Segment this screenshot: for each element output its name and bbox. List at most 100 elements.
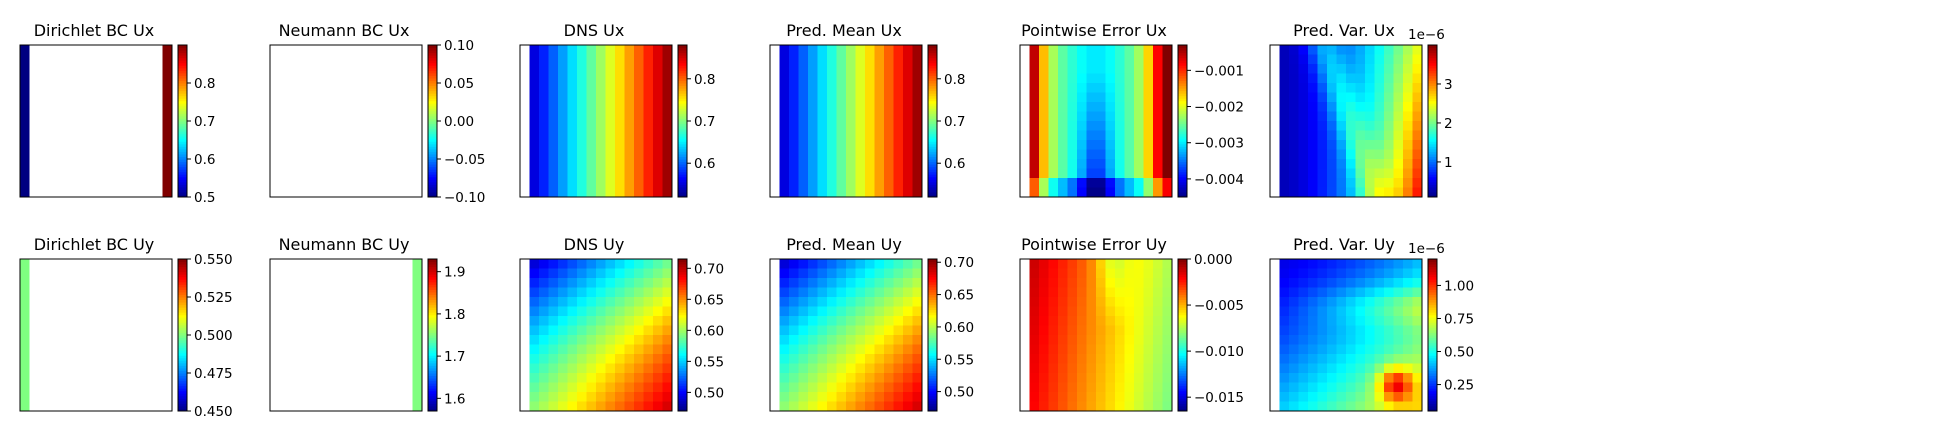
colorbar-segment (678, 126, 687, 130)
heatmap-cell (865, 178, 875, 188)
heatmap-cell (567, 325, 578, 336)
heatmap-cell (1384, 111, 1394, 122)
colorbar-segment (1428, 83, 1437, 87)
heatmap-cell (1279, 297, 1290, 307)
heatmap-cell (548, 83, 559, 93)
heatmap-cell (1289, 130, 1299, 141)
colorbar-segment (1428, 75, 1437, 79)
heatmap-cell (893, 111, 904, 122)
heatmap-cell (1270, 54, 1280, 65)
heatmap-cell (903, 278, 913, 288)
heatmap-cell (1162, 278, 1173, 288)
heatmap-cell (520, 64, 530, 74)
heatmap-cell (1096, 111, 1106, 122)
heatmap-cell (529, 287, 540, 298)
colorbar-segment (1178, 291, 1187, 295)
heatmap-cell (798, 168, 809, 179)
colorbar-segment (678, 398, 687, 402)
heatmap-cell (1346, 306, 1356, 317)
heatmap-cell (1058, 130, 1068, 141)
colorbar-segment (428, 297, 437, 301)
colorbar-segment (928, 80, 937, 84)
heatmap-cell (1134, 268, 1144, 279)
heatmap-cell (520, 187, 530, 198)
heatmap-cell (1162, 335, 1173, 345)
heatmap-cell (789, 121, 799, 131)
colorbar-segment (1428, 90, 1437, 94)
heatmap-cell (1096, 268, 1106, 279)
heatmap-cell (615, 401, 625, 412)
colorbar-segment (1428, 395, 1437, 399)
colorbar-segment (678, 108, 687, 112)
heatmap-cell (770, 130, 780, 141)
heatmap-cell (1067, 130, 1078, 141)
heatmap-cell (662, 159, 673, 169)
heatmap-cell (567, 64, 578, 74)
heatmap-cell (789, 278, 799, 288)
heatmap-cell (548, 64, 559, 74)
heatmap-cell (1143, 382, 1154, 393)
colorbar-segment (1178, 385, 1187, 389)
heatmap-cell (1086, 392, 1097, 402)
colorbar-segment (678, 276, 687, 280)
heatmap-cell (912, 259, 923, 269)
heatmap-cell (615, 83, 625, 93)
heatmap-cell (1162, 178, 1173, 188)
heatmap-cell (1346, 363, 1356, 374)
heatmap-cell (567, 335, 578, 345)
heatmap-cell (1039, 140, 1049, 150)
heatmap-cell (520, 102, 530, 112)
heatmap-cell (653, 121, 663, 131)
colorbar-segment (178, 159, 187, 163)
heatmap-cell (1029, 130, 1040, 141)
heatmap-cell (1308, 335, 1318, 345)
heatmap-cell (770, 121, 780, 131)
heatmap-cell (903, 354, 913, 364)
heatmap-cell (1355, 373, 1366, 383)
colorbar-tick-label: 1.7 (444, 349, 465, 365)
heatmap-cell (893, 178, 904, 188)
heatmap-cell (596, 92, 606, 103)
heatmap-cell (1048, 392, 1059, 402)
heatmap-cell (874, 306, 885, 317)
colorbar-segment (178, 181, 187, 185)
colorbar-segment (928, 304, 937, 308)
heatmap-cell (865, 140, 875, 150)
colorbar-segment (928, 47, 937, 51)
heatmap-cell (1058, 316, 1068, 326)
heatmap-cell (662, 382, 673, 393)
heatmap-cell (1134, 382, 1144, 393)
heatmap-cell (893, 64, 904, 74)
heatmap-cell (1270, 287, 1280, 298)
heatmap-cell (1270, 159, 1280, 169)
colorbar-segment (178, 103, 187, 107)
heatmap-cell (884, 392, 894, 402)
heatmap-cell (1298, 392, 1309, 402)
heatmap-cell (903, 130, 913, 141)
colorbar-segment (928, 121, 937, 125)
heatmap-cell (1317, 382, 1328, 393)
heatmap-cell (846, 401, 856, 412)
heatmap-cell (577, 121, 587, 131)
heatmap-cell (1124, 83, 1135, 93)
heatmap-cell (1308, 344, 1318, 355)
colorbar-segment (928, 161, 937, 165)
heatmap-cell (1365, 168, 1375, 179)
heatmap-cell (586, 168, 597, 179)
heatmap-cell (770, 306, 780, 317)
colorbar-segment (928, 269, 937, 273)
heatmap-cell (903, 121, 913, 131)
heatmap-cell (1327, 187, 1337, 198)
heatmap-cell (615, 354, 625, 364)
colorbar-segment (1428, 108, 1437, 112)
colorbar-segment (928, 176, 937, 180)
heatmap-cell (1143, 287, 1154, 298)
heatmap-cell (808, 278, 818, 288)
colorbar-segment (1428, 184, 1437, 188)
heatmap-cell (798, 111, 809, 122)
colorbar-segment (428, 405, 437, 409)
heatmap-cell (1365, 392, 1375, 402)
heatmap-cell (817, 45, 828, 55)
heatmap-cell (1153, 92, 1163, 103)
colorbar-segment (1428, 85, 1437, 89)
